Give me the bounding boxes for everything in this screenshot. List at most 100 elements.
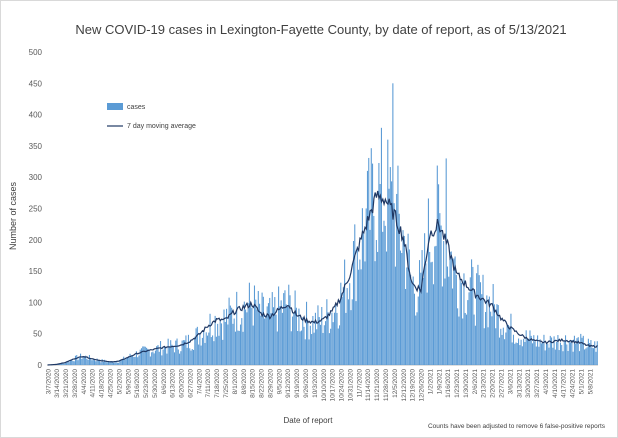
bar-daily-cases <box>535 346 537 365</box>
x-tick-label: 4/4/2020 <box>81 369 88 395</box>
bar-daily-cases <box>71 359 73 365</box>
bar-daily-cases <box>73 361 75 365</box>
bar-daily-cases <box>516 343 518 365</box>
bar-daily-cases <box>118 362 120 365</box>
bar-daily-cases <box>62 362 64 365</box>
bar-daily-cases <box>316 329 318 365</box>
bar-daily-cases <box>490 311 492 365</box>
x-tick-label: 4/25/2020 <box>107 369 114 398</box>
bar-daily-cases <box>187 334 189 365</box>
bar-daily-cases <box>304 339 306 365</box>
bar-daily-cases <box>165 348 167 365</box>
bar-daily-cases <box>435 245 437 365</box>
x-tick-label: 9/12/2020 <box>285 369 292 398</box>
bar-daily-cases <box>233 318 235 365</box>
moving-average-line <box>47 190 598 366</box>
bar-daily-cases <box>425 263 427 365</box>
bar-daily-cases <box>351 299 353 365</box>
bar-daily-cases <box>232 323 234 365</box>
bar-daily-cases <box>173 352 176 365</box>
bar-daily-cases <box>326 299 328 365</box>
x-tick-label: 4/17/2021 <box>561 369 568 398</box>
bar-daily-cases <box>176 338 178 365</box>
bar-daily-cases <box>209 313 211 365</box>
x-tick-label: 1/2/2021 <box>427 369 434 395</box>
bar-daily-cases <box>158 351 160 365</box>
bar-daily-cases <box>422 277 424 365</box>
bar-daily-cases <box>74 355 77 365</box>
bar-daily-cases <box>388 188 390 365</box>
x-axis-label: Date of report <box>284 416 334 425</box>
bar-daily-cases <box>321 307 323 365</box>
bar-daily-cases <box>501 334 503 365</box>
bar-daily-cases <box>337 328 339 365</box>
bar-daily-cases <box>478 275 480 365</box>
bar-daily-cases <box>215 336 217 365</box>
bar-daily-cases <box>234 331 236 365</box>
y-tick-label: 250 <box>29 205 43 214</box>
bar-daily-cases <box>549 335 551 365</box>
bar-daily-cases <box>104 359 106 365</box>
x-tick-label: 2/27/2021 <box>499 369 506 398</box>
bar-daily-cases <box>189 348 191 365</box>
bar-daily-cases <box>153 353 155 365</box>
bar-daily-cases <box>138 355 140 365</box>
x-tick-label: 12/19/2020 <box>410 369 417 402</box>
bar-daily-cases <box>237 330 239 365</box>
bar-daily-cases <box>563 341 565 365</box>
bar-daily-cases <box>319 324 322 365</box>
bar-daily-cases <box>493 304 495 365</box>
bar-daily-cases <box>306 301 308 365</box>
bar-daily-cases <box>374 261 376 365</box>
bar-daily-cases <box>184 340 186 365</box>
bar-daily-cases <box>312 315 314 365</box>
bar-daily-cases <box>412 276 414 365</box>
bar-daily-cases <box>206 335 209 365</box>
bar-daily-cases <box>587 338 589 365</box>
bar-daily-cases <box>547 343 549 365</box>
legend-label-cases: cases <box>127 104 146 111</box>
bar-daily-cases <box>100 362 102 365</box>
x-tick-label: 5/30/2020 <box>152 369 159 398</box>
bar-daily-cases <box>77 360 79 365</box>
bar-daily-cases <box>82 356 84 365</box>
y-tick-label: 450 <box>29 79 43 88</box>
bar-daily-cases <box>272 307 275 365</box>
bar-daily-cases <box>426 292 428 365</box>
x-tick-label: 11/28/2020 <box>383 369 390 401</box>
bar-daily-cases <box>120 359 122 365</box>
bar-daily-cases <box>564 335 567 365</box>
bar-series-cases <box>48 83 598 366</box>
x-tick-label: 1/23/2021 <box>454 369 461 398</box>
bar-daily-cases <box>361 208 363 365</box>
bar-daily-cases <box>219 320 221 365</box>
bar-daily-cases <box>589 342 591 365</box>
bar-daily-cases <box>458 316 460 365</box>
bar-daily-cases <box>382 231 384 365</box>
bar-daily-cases <box>142 346 144 365</box>
bar-daily-cases <box>227 324 229 365</box>
bar-daily-cases <box>90 358 92 365</box>
bar-daily-cases <box>266 306 268 365</box>
bar-daily-cases <box>60 362 63 365</box>
bar-daily-cases <box>595 351 597 365</box>
bar-daily-cases <box>520 339 522 365</box>
bar-daily-cases <box>276 331 278 365</box>
bar-daily-cases <box>115 361 117 365</box>
bar-daily-cases <box>455 274 457 365</box>
bar-daily-cases <box>308 339 310 365</box>
bar-daily-cases <box>307 320 309 365</box>
bar-daily-cases <box>325 321 327 365</box>
bar-daily-cases <box>151 352 153 365</box>
bar-daily-cases <box>290 331 292 365</box>
bar-daily-cases <box>530 335 532 365</box>
x-tick-label: 3/13/2021 <box>516 369 523 398</box>
bar-daily-cases <box>201 337 203 365</box>
bar-daily-cases <box>302 317 304 365</box>
bar-daily-cases <box>193 349 195 365</box>
x-tick-label: 5/23/2020 <box>143 369 150 398</box>
bar-daily-cases <box>365 208 367 365</box>
bar-daily-cases <box>439 213 441 365</box>
bar-daily-cases <box>548 347 550 365</box>
bar-daily-cases <box>384 225 386 365</box>
